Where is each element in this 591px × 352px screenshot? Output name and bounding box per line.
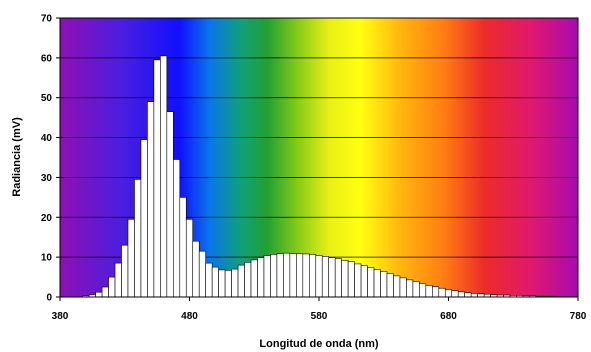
bar xyxy=(153,59,161,298)
bar xyxy=(95,291,103,298)
y-tick-label: 30 xyxy=(41,173,53,184)
bar xyxy=(406,279,414,298)
bar xyxy=(425,285,433,298)
x-tick-label: 480 xyxy=(181,311,198,322)
bar xyxy=(231,268,239,298)
bar xyxy=(101,286,109,298)
bar xyxy=(147,101,155,298)
bar xyxy=(302,253,310,298)
x-tick-labels: 380 480 580 680 780 xyxy=(52,297,587,322)
bar xyxy=(308,254,317,298)
y-tick-label: 20 xyxy=(41,213,53,224)
bar xyxy=(185,218,194,298)
bar xyxy=(218,269,226,298)
bar xyxy=(283,252,291,298)
bar xyxy=(334,258,342,298)
bar xyxy=(270,254,278,298)
bar xyxy=(114,262,122,298)
bar xyxy=(224,269,232,298)
bar xyxy=(211,266,219,298)
bar xyxy=(380,271,388,298)
bar xyxy=(347,261,355,298)
bar xyxy=(263,255,271,298)
y-tick-label: 10 xyxy=(41,253,53,264)
bar xyxy=(179,197,187,298)
x-tick-label: 780 xyxy=(570,311,587,322)
bar xyxy=(328,257,336,298)
bar xyxy=(419,283,427,298)
bar xyxy=(166,111,174,298)
bar xyxy=(250,259,258,298)
bar xyxy=(257,257,265,298)
bar xyxy=(386,273,394,298)
bar xyxy=(321,256,330,298)
bar xyxy=(192,240,200,298)
bar xyxy=(399,277,407,298)
bar xyxy=(108,276,116,298)
bar xyxy=(438,287,446,298)
x-axis-title: Longitud de onda (nm) xyxy=(259,338,378,350)
bar xyxy=(173,159,181,298)
bar xyxy=(451,290,459,298)
y-tick-labels: 0 10 20 30 40 50 60 70 xyxy=(41,14,60,304)
y-tick-label: 0 xyxy=(46,293,52,304)
bar xyxy=(367,267,375,298)
bar xyxy=(341,260,349,298)
bar xyxy=(127,218,135,298)
y-tick-label: 70 xyxy=(41,14,53,25)
x-tick-label: 580 xyxy=(311,311,328,322)
bar xyxy=(432,286,440,298)
bar xyxy=(457,291,465,298)
x-tick-label: 680 xyxy=(440,311,457,322)
bar xyxy=(121,244,129,298)
bar xyxy=(354,263,362,298)
bar xyxy=(140,139,148,298)
y-axis-title: Radiancia (mV) xyxy=(11,117,23,197)
bar xyxy=(198,250,206,298)
y-tick-label: 50 xyxy=(41,93,53,104)
bar xyxy=(205,262,213,298)
y-tick-label: 60 xyxy=(41,53,53,64)
bar xyxy=(373,269,381,298)
bar xyxy=(360,265,368,298)
bar xyxy=(412,281,420,298)
bar xyxy=(444,289,453,298)
bar xyxy=(289,253,297,298)
y-tick-label: 40 xyxy=(41,133,53,144)
bar xyxy=(470,293,478,298)
bar xyxy=(296,253,304,298)
bar xyxy=(160,55,168,298)
bars xyxy=(82,55,576,298)
bar xyxy=(134,179,142,298)
bar xyxy=(464,292,472,298)
bar xyxy=(244,262,252,298)
bar xyxy=(276,253,284,298)
x-tick-label: 380 xyxy=(52,311,69,322)
bar xyxy=(393,275,401,298)
bar xyxy=(237,264,245,298)
bar xyxy=(315,255,323,298)
